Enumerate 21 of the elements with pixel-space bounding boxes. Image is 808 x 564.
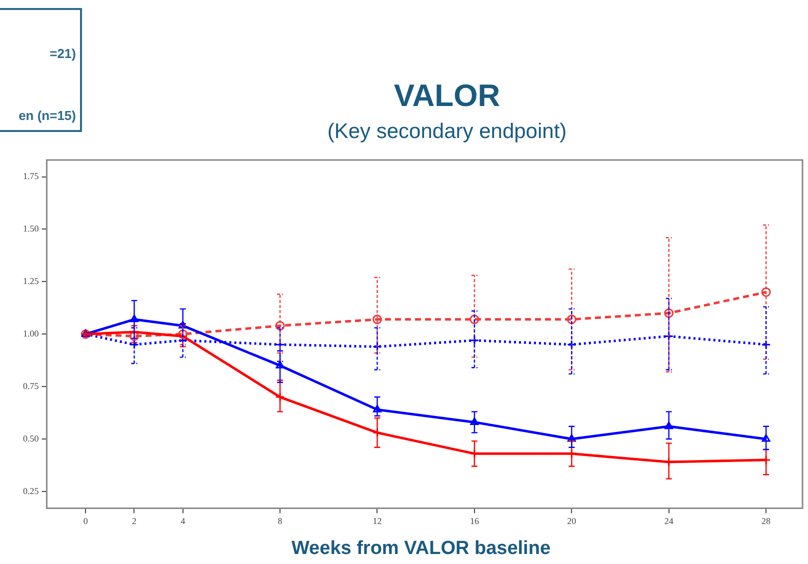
y-tick-label: 0.25: [23, 486, 40, 496]
y-tick-label: 1.75: [23, 171, 40, 182]
x-tick-label: 0: [83, 516, 88, 526]
x-tick-label: 2: [132, 516, 136, 526]
x-tick-label: 20: [567, 516, 577, 526]
x-tick-label: 8: [278, 516, 283, 526]
chart-title: VALOR: [392, 78, 502, 114]
y-tick-label: 0.50: [23, 433, 40, 444]
y-tick-label: 1.25: [23, 276, 40, 286]
x-tick-label: 24: [664, 516, 674, 526]
x-axis-title: Weeks from VALOR baseline: [290, 538, 552, 560]
x-tick-label: 4: [180, 516, 186, 526]
chart-subtitle: (Key secondary endpoint): [326, 120, 568, 144]
y-tick-label: 1.50: [23, 224, 40, 234]
y-tick-label: 1.00: [23, 328, 40, 338]
text: =21): [50, 46, 76, 61]
x-tick-label: 16: [470, 516, 480, 526]
y-tick-label: 0.75: [23, 380, 40, 391]
x-tick-label: 28: [762, 516, 772, 526]
text: en (n=15): [18, 108, 76, 123]
x-tick-label: 12: [372, 516, 382, 526]
